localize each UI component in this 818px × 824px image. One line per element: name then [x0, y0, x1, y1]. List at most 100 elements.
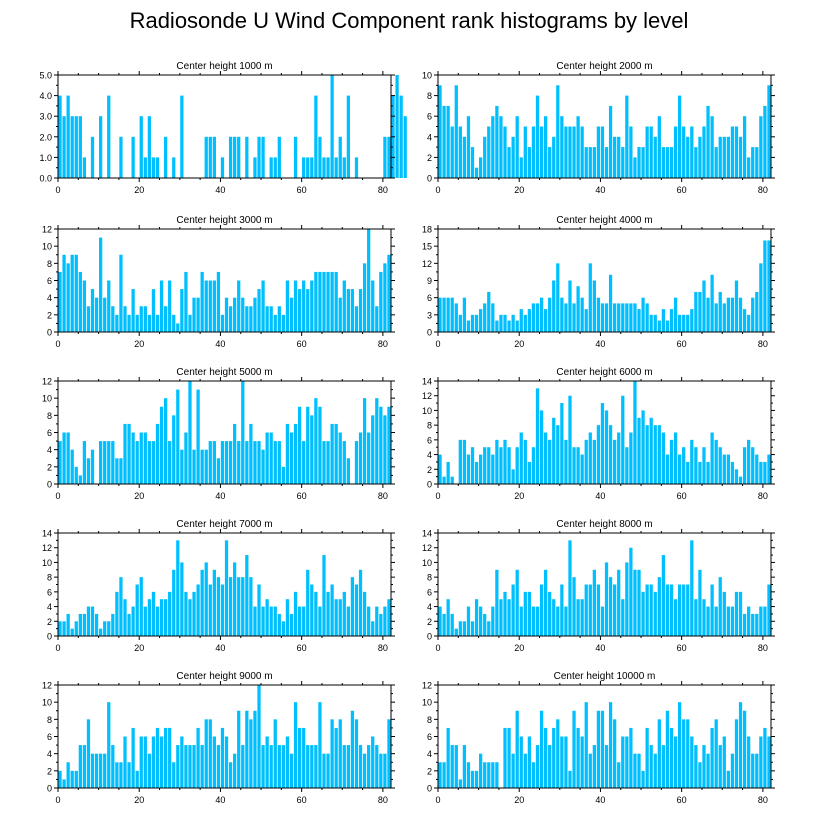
bar	[285, 736, 290, 788]
bar	[375, 745, 379, 788]
bar	[66, 432, 70, 484]
bar	[387, 406, 391, 484]
bar	[702, 280, 706, 332]
bar	[326, 441, 330, 484]
bar	[285, 423, 290, 484]
bar	[710, 116, 714, 178]
bar	[535, 303, 540, 332]
bar	[151, 157, 156, 178]
chart-title: Center height 3000 m	[176, 215, 272, 226]
bar	[678, 314, 682, 332]
bar	[682, 314, 686, 332]
bar	[458, 621, 462, 636]
bar	[196, 727, 200, 788]
bar	[334, 727, 338, 788]
bar	[767, 736, 771, 788]
bar	[131, 136, 135, 178]
bar	[491, 303, 495, 332]
bar	[710, 274, 714, 332]
bar	[621, 599, 625, 636]
x-tick-label: 0	[55, 795, 60, 805]
bar	[135, 584, 139, 636]
bar	[580, 736, 584, 788]
bar	[698, 762, 702, 788]
bar	[289, 753, 294, 788]
bar	[673, 297, 678, 332]
bar	[90, 449, 95, 484]
bar	[269, 606, 273, 636]
bar	[86, 606, 91, 636]
bar	[127, 314, 131, 332]
bar	[58, 271, 62, 332]
y-tick-label: 2	[47, 617, 52, 627]
x-tick-label: 0	[55, 185, 60, 195]
bar	[135, 441, 139, 484]
bar	[462, 297, 467, 332]
bar	[188, 599, 192, 636]
x-tick-label: 20	[514, 491, 524, 501]
bar	[233, 136, 237, 178]
bar	[342, 157, 346, 178]
bar	[151, 591, 156, 636]
bar	[552, 599, 556, 636]
y-tick-label: 12	[42, 543, 52, 553]
bar	[531, 762, 536, 788]
bar	[661, 309, 666, 332]
x-tick-label: 40	[215, 491, 225, 501]
bar	[641, 410, 645, 484]
bar	[155, 727, 160, 788]
bar	[78, 271, 82, 332]
bar	[350, 289, 355, 332]
bar	[669, 309, 674, 332]
bar	[560, 297, 564, 332]
bar	[625, 562, 629, 636]
y-tick-label: 4.0	[39, 91, 52, 101]
y-tick-label: 2	[47, 462, 52, 472]
bar	[90, 753, 95, 788]
bar	[560, 584, 564, 636]
bar	[196, 389, 200, 484]
bar	[163, 398, 168, 484]
bar	[143, 736, 147, 788]
x-tick-label: 40	[595, 185, 605, 195]
bar	[730, 297, 735, 332]
bar	[503, 126, 507, 178]
bar	[613, 303, 617, 332]
bar	[184, 271, 188, 332]
bar	[58, 621, 62, 636]
bar	[293, 591, 298, 636]
bar	[596, 425, 601, 484]
bar	[265, 306, 269, 332]
y-tick-label: 0	[427, 784, 432, 794]
bar	[710, 432, 714, 484]
y-tick-label: 2	[427, 465, 432, 475]
bar	[184, 432, 188, 484]
bar	[379, 753, 383, 788]
bar	[710, 727, 714, 788]
bar	[466, 320, 471, 332]
bar	[552, 136, 556, 178]
bar	[734, 469, 739, 484]
bar	[499, 447, 503, 484]
chart-title: Center height 5000 m	[176, 367, 272, 378]
bar	[617, 303, 621, 332]
bar	[698, 569, 702, 636]
bar	[257, 136, 261, 178]
bar	[673, 126, 678, 178]
bar	[548, 745, 552, 788]
bar	[470, 770, 475, 788]
bar	[759, 263, 763, 332]
y-tick-label: 10	[42, 242, 52, 252]
bar	[657, 116, 661, 178]
bar	[346, 606, 350, 636]
bar	[204, 449, 208, 484]
bar	[318, 606, 322, 636]
bar	[474, 314, 479, 332]
bar	[539, 297, 544, 332]
bar	[625, 95, 629, 178]
bar	[338, 432, 342, 484]
bar	[94, 753, 99, 788]
x-tick-label: 80	[378, 185, 388, 195]
bar	[682, 719, 686, 788]
